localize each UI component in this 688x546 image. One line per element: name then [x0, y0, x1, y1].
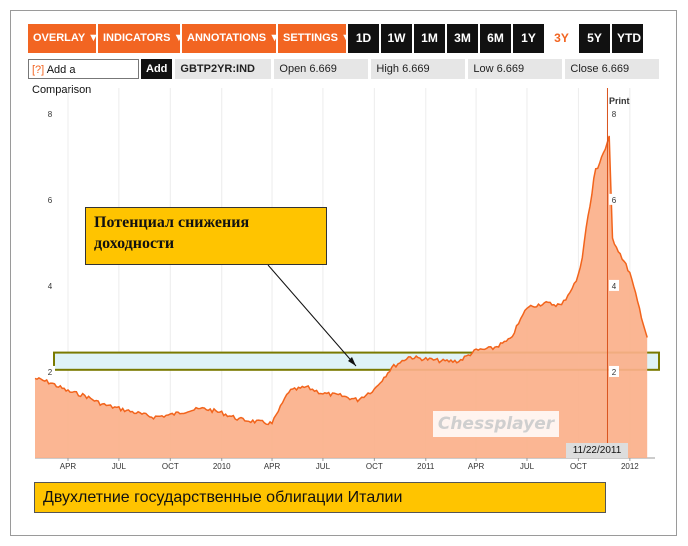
x-tick-label: JUL — [112, 462, 127, 471]
y-tick-bg — [45, 279, 55, 291]
y-tick-bg — [45, 193, 55, 205]
chart-caption: Двухлетние государственные облигации Ита… — [34, 482, 606, 513]
x-tick-label: JUL — [316, 462, 331, 471]
yield-area — [35, 135, 648, 458]
annotation-line-2: доходности — [94, 235, 175, 252]
range-3y-button[interactable]: 3Y — [546, 24, 577, 53]
y-tick-bg — [609, 107, 619, 119]
range-1w-button[interactable]: 1W — [381, 24, 412, 53]
open-value: Open 6.669 — [274, 59, 369, 79]
y-tick-label-right: 8 — [612, 110, 617, 119]
x-tick-label: OCT — [162, 462, 179, 471]
quote-info-bar: [?] Add a Comparison Add GBTP2YR:IND Ope… — [28, 58, 660, 96]
x-tick-label: 2010 — [213, 462, 231, 471]
annotation-line-1: Потенциал снижения — [94, 214, 250, 231]
add-comparison-label: Add a Comparison — [32, 64, 92, 96]
y-tick-label-right: 4 — [612, 282, 617, 291]
annotation-box: Потенциал снижения доходности — [85, 207, 327, 265]
y-tick-bg — [609, 365, 619, 377]
x-tick-label: OCT — [366, 462, 383, 471]
y-tick-label-left: 8 — [48, 110, 53, 119]
y-tick-label-left: 2 — [48, 368, 53, 377]
range-1d-button[interactable]: 1D — [348, 24, 379, 53]
indicators-menu[interactable]: INDICATORS ▼ — [98, 24, 184, 53]
range-ytd-button[interactable]: YTD — [612, 24, 643, 53]
close-value: Close 6.669 — [565, 59, 660, 79]
x-tick-label: 2012 — [621, 462, 639, 471]
x-axis: APR JUL OCT 2010 APR JUL OCT 2011 APR JUL OCT 2012 — [60, 458, 639, 471]
y-tick-label-left: 6 — [48, 196, 53, 205]
settings-menu[interactable]: SETTINGS ▼ — [278, 24, 352, 53]
ticker-label: GBTP2YR:IND — [175, 59, 272, 79]
annotation-arrowhead — [348, 357, 356, 366]
add-button[interactable]: Add — [141, 59, 173, 79]
range-1y-button[interactable]: 1Y — [513, 24, 544, 53]
chart-toolbar: OVERLAY ▼ INDICATORS ▼ ANNOTATIONS ▼ SET… — [28, 24, 645, 53]
watermark: Chessplayer — [433, 411, 559, 437]
y-axis: 2 2 4 4 6 6 8 8 — [45, 107, 619, 377]
low-value: Low 6.669 — [468, 59, 563, 79]
help-icon[interactable]: [?] — [32, 64, 45, 76]
y-tick-bg — [45, 365, 55, 377]
y-tick-bg — [609, 279, 619, 291]
high-value: High 6.669 — [371, 59, 466, 79]
range-1m-button[interactable]: 1M — [414, 24, 445, 53]
range-3m-button[interactable]: 3M — [447, 24, 478, 53]
y-tick-bg — [609, 193, 619, 205]
x-tick-label: APR — [60, 462, 77, 471]
print-link[interactable]: Print — [609, 96, 630, 106]
y-tick-bg — [45, 107, 55, 119]
x-tick-label: APR — [264, 462, 281, 471]
range-6m-button[interactable]: 6M — [480, 24, 511, 53]
overlay-menu[interactable]: OVERLAY ▼ — [28, 24, 99, 53]
y-tick-label-left: 4 — [48, 282, 53, 291]
date-tag: 11/22/2011 — [566, 443, 628, 458]
x-tick-label: 2011 — [417, 462, 435, 471]
range-5y-button[interactable]: 5Y — [579, 24, 610, 53]
annotations-menu[interactable]: ANNOTATIONS ▼ — [182, 24, 280, 53]
y-tick-label-right: 2 — [612, 368, 617, 377]
x-tick-label: OCT — [570, 462, 587, 471]
x-tick-label: JUL — [520, 462, 535, 471]
x-tick-label: APR — [468, 462, 485, 471]
yield-line — [34, 135, 648, 426]
add-comparison-input[interactable]: [?] Add a Comparison — [28, 59, 139, 96]
y-tick-label-right: 6 — [612, 196, 617, 205]
annotation-arrow — [267, 264, 357, 367]
